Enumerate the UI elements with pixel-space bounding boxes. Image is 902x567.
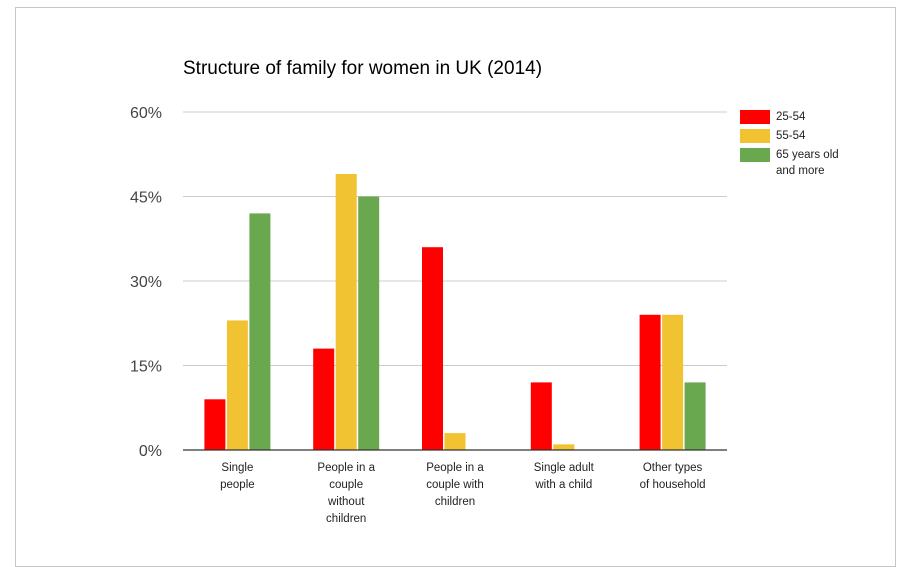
bar-chart: 0% 15% 30% 45% 60% Single people People in a cou… bbox=[130, 105, 727, 525]
bar bbox=[313, 348, 335, 450]
bar bbox=[639, 314, 661, 450]
chart-frame bbox=[15, 7, 896, 567]
bar bbox=[530, 382, 552, 450]
y-tick-label: 60% bbox=[130, 105, 162, 122]
chart-legend: 25-54 55-54 65 years old and more bbox=[740, 110, 866, 183]
y-tick-label: 30% bbox=[130, 274, 162, 291]
y-tick-label: 45% bbox=[130, 190, 162, 207]
chart-title: Structure of family for women in UK (201… bbox=[183, 58, 543, 79]
legend-swatch bbox=[740, 129, 770, 143]
bar bbox=[553, 444, 575, 450]
x-tick-label: People in a couple with children bbox=[426, 462, 484, 508]
legend-item: 25-54 bbox=[740, 110, 866, 125]
legend-swatch bbox=[740, 110, 770, 124]
bar bbox=[204, 399, 226, 450]
bar bbox=[358, 196, 380, 450]
legend-label: 25-54 bbox=[776, 111, 806, 123]
bar bbox=[444, 433, 466, 450]
bar bbox=[335, 173, 357, 450]
x-tick-label: People in a couple without children bbox=[317, 462, 375, 525]
legend-item: 65 years old and more bbox=[740, 148, 866, 179]
bar bbox=[226, 320, 248, 450]
x-tick-label: Single people bbox=[220, 462, 255, 491]
bar bbox=[662, 314, 684, 450]
legend-item: 55-54 bbox=[740, 129, 866, 144]
bar bbox=[422, 247, 443, 450]
y-tick-label: 0% bbox=[139, 443, 162, 460]
bar bbox=[684, 382, 706, 450]
bar bbox=[249, 213, 271, 450]
legend-label: 55-54 bbox=[776, 130, 806, 142]
x-tick-label: Other types of household bbox=[640, 462, 706, 491]
legend-swatch bbox=[740, 148, 770, 162]
legend-label: 65 years old and more bbox=[776, 149, 839, 177]
x-tick-label: Single adult with a child bbox=[534, 462, 595, 491]
y-tick-label: 15% bbox=[130, 359, 162, 376]
